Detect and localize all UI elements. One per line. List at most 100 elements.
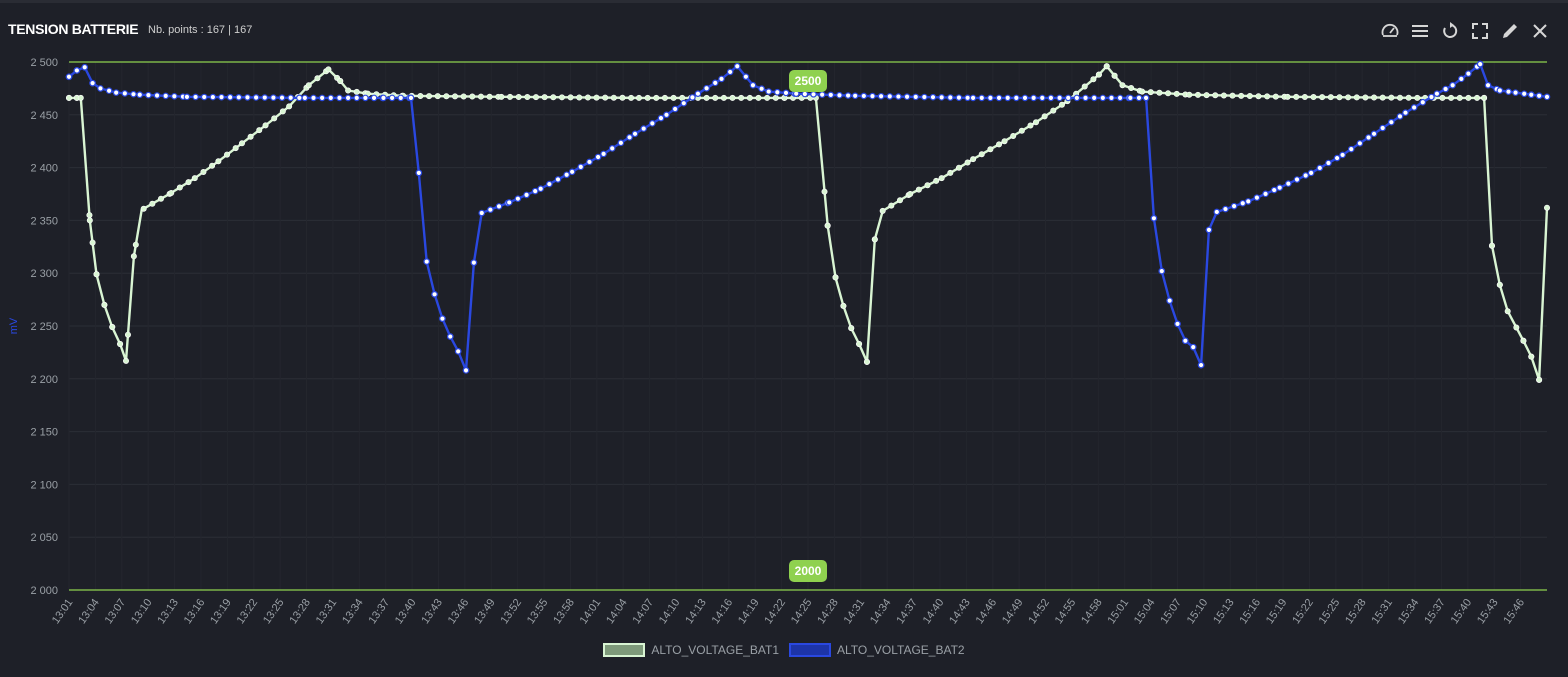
data-point [749,81,757,89]
data-point [746,94,753,101]
data-point [523,191,530,199]
data-point [327,94,335,102]
data-point [742,73,750,80]
data-point [149,200,156,207]
data-point [593,94,600,101]
data-point [978,151,985,158]
legend-swatch-bat1 [603,643,646,657]
data-point [1246,93,1253,100]
data-point [567,94,574,101]
data-point [1032,119,1039,126]
x-tick-label: 15:37 [1422,597,1448,626]
data-point [124,331,131,338]
x-tick-label: 15:28 [1343,597,1369,626]
data-point [200,93,208,101]
data-point [1139,88,1146,95]
data-point [423,258,431,265]
data-point [305,82,312,89]
x-tick-label: 13:55 [525,597,551,626]
data-point [1013,94,1020,102]
data-point [1414,94,1421,101]
data-point [1481,94,1488,101]
x-tick-label: 13:10 [129,597,155,626]
data-point [608,145,616,152]
threshold-label: 2500 [795,74,822,88]
data-point [200,168,207,175]
refresh-icon[interactable] [1440,21,1460,41]
data-point [670,94,677,101]
data-point [498,93,505,100]
data-point [1030,94,1037,102]
x-tick-label: 13:28 [287,597,313,626]
data-point [469,93,476,100]
data-point [679,94,686,101]
data-point [262,122,269,129]
data-point [1165,90,1172,97]
legend-label-bat2: ALTO_VOLTAGE_BAT2 [837,643,965,657]
data-point [486,93,493,100]
data-point [86,217,93,224]
data-point [626,134,633,141]
data-point [487,206,494,213]
data-point [1484,81,1492,89]
pencil-icon[interactable] [1500,21,1520,41]
data-point [1301,93,1308,100]
data-point [635,94,642,101]
data-point [1135,94,1143,102]
data-point [136,91,144,99]
data-point [1353,94,1360,101]
legend-item-bat1[interactable]: ALTO_VOLTAGE_BAT1 [603,643,779,657]
data-point [733,62,741,70]
close-icon[interactable] [1530,21,1550,41]
data-point [1027,122,1034,129]
x-tick-label: 14:04 [604,597,630,626]
data-point [1099,94,1107,102]
x-tick-label: 15:25 [1317,597,1343,626]
data-point [856,340,863,347]
data-point [896,197,903,204]
y-tick-label: 2 300 [30,268,58,280]
speedometer-icon[interactable] [1380,21,1400,41]
data-point [1010,132,1017,139]
legend-item-bat2[interactable]: ALTO_VOLTAGE_BAT2 [789,643,965,657]
data-point [921,93,928,101]
data-point [1058,101,1065,108]
menu-icon[interactable] [1410,21,1430,41]
data-point [1325,159,1332,167]
threshold-badge [789,70,827,92]
data-point [1264,93,1271,100]
data-point [426,93,433,100]
data-point [1262,190,1269,198]
fullscreen-icon[interactable] [1470,21,1490,41]
data-point [619,94,626,101]
x-tick-label: 13:25 [261,597,287,626]
data-point [863,358,870,365]
data-point [1239,199,1247,207]
data-point [370,94,378,102]
data-point [1476,60,1484,68]
data-point [183,93,191,101]
data-point [1174,320,1181,328]
data-point [1090,94,1098,102]
data-point [171,92,178,100]
panel-toolbar [1380,19,1550,43]
data-point [310,94,317,102]
data-point [73,67,81,74]
threshold-badge [789,560,827,582]
data-point [1182,337,1189,345]
data-point [602,94,609,101]
data-point [89,239,96,246]
data-point [703,84,710,92]
x-tick-label: 13:01 [50,597,76,626]
x-tick-label: 13:19 [208,597,234,626]
data-point [657,114,665,122]
data-point [610,94,617,101]
data-point [1158,267,1166,275]
data-point [848,325,855,332]
x-tick-label: 14:10 [657,597,683,626]
data-point [301,94,309,102]
data-point [568,168,576,176]
data-point [1156,89,1163,96]
x-tick-label: 14:58 [1079,597,1105,626]
x-tick-label: 14:07 [630,597,656,626]
